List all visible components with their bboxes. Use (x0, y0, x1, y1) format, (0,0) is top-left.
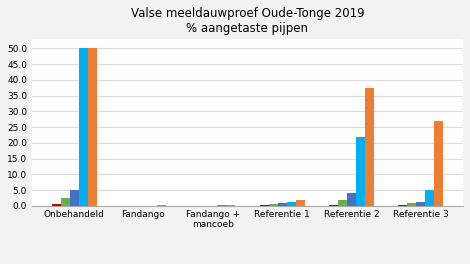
Bar (329, 205, 338, 206)
Bar (356, 136, 365, 206)
Bar (399, 205, 407, 206)
Bar (70, 190, 78, 206)
Title: Valse meeldauwproef Oude-Tonge 2019
% aangetaste pijpen: Valse meeldauwproef Oude-Tonge 2019 % aa… (131, 7, 364, 35)
Bar (416, 202, 425, 206)
Bar (217, 205, 227, 206)
Bar (287, 202, 296, 206)
Bar (434, 121, 444, 206)
Bar (87, 48, 97, 206)
Bar (278, 203, 287, 206)
Bar (227, 205, 235, 206)
Bar (407, 203, 416, 206)
Bar (269, 204, 278, 206)
Bar (365, 88, 374, 206)
Bar (425, 190, 434, 206)
Bar (296, 200, 305, 206)
Bar (78, 48, 87, 206)
Bar (259, 205, 269, 206)
Bar (61, 198, 70, 206)
Bar (347, 193, 356, 206)
Bar (338, 200, 347, 206)
Bar (157, 205, 166, 206)
Bar (52, 204, 61, 206)
